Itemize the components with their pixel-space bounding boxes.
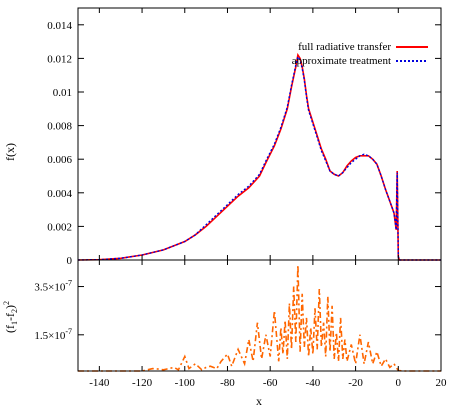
bottom-y-label-part1: (f xyxy=(3,325,17,333)
top-series-full-radiative-transfer xyxy=(77,52,441,261)
bottom-series-difference xyxy=(78,264,441,372)
bottom-y-label-part3: ) xyxy=(3,305,17,309)
x-tick-label: 20 xyxy=(436,377,448,389)
x-tick-label: -140 xyxy=(89,377,110,389)
bottom-y-tick-mantissa: 3.5×10 xyxy=(34,282,65,294)
bottom-panel: -140 -120 -100 -80 -60 -40 -20 0 201.5×10-73.5×1… xyxy=(34,259,448,389)
bottom-y-label-part2: -f xyxy=(3,313,17,321)
top-y-tick-label: 0 xyxy=(67,255,73,267)
bottom-y-tick-exponent: -7 xyxy=(65,327,72,336)
x-tick-label: -20 xyxy=(348,377,363,389)
legend-label-full-radiative-transfer: full radiative transfer xyxy=(298,41,391,53)
top-y-tick-label: 0.01 xyxy=(53,87,72,99)
bottom-y-label-sub1: 1 xyxy=(10,321,19,325)
bottom-y-tick-label: 3.5×10-7 xyxy=(34,279,72,294)
top-y-tick-label: 0.002 xyxy=(47,221,72,233)
bottom-y-tick-mantissa: 1.5×10 xyxy=(34,330,65,342)
bottom-y-label-sub2: 2 xyxy=(10,309,19,313)
x-tick-label: -60 xyxy=(263,377,278,389)
x-tick-label: -40 xyxy=(306,377,321,389)
x-tick-label: -100 xyxy=(175,377,196,389)
top-y-axis-label: f(x) xyxy=(3,143,17,161)
top-y-tick-label: 0.006 xyxy=(47,154,72,166)
x-axis-label: x xyxy=(256,394,262,408)
top-y-tick-label: 0.008 xyxy=(47,121,72,133)
x-tick-label: 0 xyxy=(396,377,402,389)
top-y-tick-label: 0.012 xyxy=(47,53,72,65)
bottom-y-tick-exponent: -7 xyxy=(65,279,72,288)
legend-label-approximate-treatment: approximate treatment xyxy=(292,55,391,67)
top-series-approximate-treatment xyxy=(77,54,441,261)
x-tick-label: -80 xyxy=(220,377,235,389)
legend: full radiative transfer approximate trea… xyxy=(292,41,428,67)
bottom-y-tick-label: 1.5×10-7 xyxy=(34,327,72,342)
top-y-tick-label: 0.014 xyxy=(47,20,72,32)
top-y-tick-label: 0.004 xyxy=(47,188,72,200)
bottom-plot-frame xyxy=(77,259,442,372)
x-tick-label: -120 xyxy=(132,377,153,389)
bottom-y-label-sup: 2 xyxy=(2,301,11,305)
bottom-y-axis-label: (f1-f2)2 xyxy=(2,301,19,333)
